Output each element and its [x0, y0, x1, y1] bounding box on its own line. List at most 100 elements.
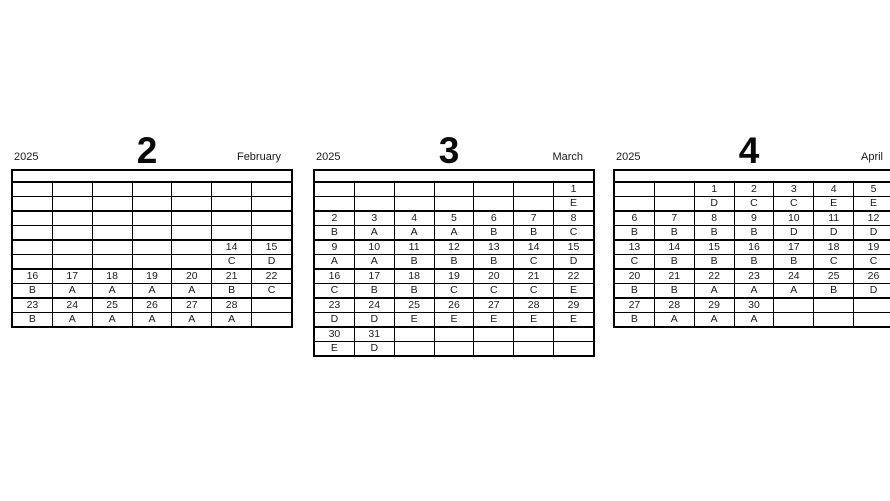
shift-code-cell [211, 196, 253, 212]
date-cell: 6 [473, 210, 515, 226]
shift-code-cell: E [313, 341, 355, 357]
date-cell: 6 [613, 210, 655, 226]
date-cell: 20 [613, 268, 655, 284]
date-cell: 19 [131, 268, 173, 284]
date-cell: 19 [433, 268, 475, 284]
date-row: 1 [313, 181, 595, 197]
date-cell: 12 [433, 239, 475, 255]
redacted-cell [51, 210, 93, 226]
shift-code-cell [433, 196, 475, 212]
redacted-cell [11, 225, 53, 241]
date-cell: 29 [553, 297, 595, 313]
shift-code-cell: C [513, 254, 555, 270]
date-cell: 1 [693, 181, 735, 197]
date-cell [131, 181, 173, 197]
date-cell: 24 [773, 268, 815, 284]
day-header-cell: 金 [211, 169, 253, 183]
date-cell [211, 181, 253, 197]
date-row [11, 181, 293, 197]
date-cell: 29 [693, 297, 735, 313]
shift-code-cell: B [513, 225, 555, 241]
shift-code-cell: D [813, 225, 855, 241]
date-cell [393, 326, 435, 342]
redacted-cell [131, 225, 173, 241]
shift-code-cell: C [433, 283, 475, 299]
date-cell [353, 181, 395, 197]
shift-code-cell: A [653, 312, 695, 328]
shift-code-cell: C [813, 254, 855, 270]
date-cell [393, 181, 435, 197]
date-cell: 16 [11, 268, 53, 284]
day-header-cell: 火 [91, 169, 133, 183]
shift-code-cell [773, 312, 815, 328]
date-row: 23 24 25 26 27 28 29 [313, 297, 595, 313]
date-row: 20 21 22 23 24 25 26 [613, 268, 890, 284]
date-cell: 23 [313, 297, 355, 313]
date-cell: 25 [393, 297, 435, 313]
shift-code-cell: A [171, 312, 213, 328]
shift-code-cell: B [473, 225, 515, 241]
shift-code-cell [553, 341, 595, 357]
date-cell: 27 [473, 297, 515, 313]
shift-code-cell: D [251, 254, 293, 270]
date-cell: 30 [313, 326, 355, 342]
shift-code-cell [813, 312, 855, 328]
date-cell: 1 [553, 181, 595, 197]
redacted-cell [131, 254, 173, 270]
date-cell [853, 297, 890, 313]
redacted-cell [11, 239, 53, 255]
date-cell: 5 [853, 181, 890, 197]
date-cell: 20 [171, 268, 213, 284]
date-cell: 26 [131, 297, 173, 313]
date-cell: 13 [473, 239, 515, 255]
month-title: 2025 4 April [613, 118, 885, 171]
date-row: 16 17 18 19 20 21 22 [313, 268, 595, 284]
date-cell: 22 [693, 268, 735, 284]
shift-code-cell [393, 341, 435, 357]
date-cell: 14 [513, 239, 555, 255]
shift-code-row [11, 225, 293, 241]
day-header-cell: 土 [251, 169, 293, 183]
shift-code-cell: B [613, 283, 655, 299]
date-cell: 14 [211, 239, 253, 255]
date-cell: 18 [813, 239, 855, 255]
shift-code-cell: C [313, 283, 355, 299]
shift-code-cell: C [553, 225, 595, 241]
shift-code-cell: D [553, 254, 595, 270]
date-cell: 16 [733, 239, 775, 255]
date-cell: 9 [733, 210, 775, 226]
shift-code-cell: B [11, 312, 53, 328]
shift-code-cell: A [131, 312, 173, 328]
date-cell: 7 [513, 210, 555, 226]
day-header-row: 日月火水木金土 [11, 169, 293, 183]
redacted-cell [211, 225, 253, 241]
month-number: 4 [738, 130, 760, 171]
shift-code-cell: B [653, 254, 695, 270]
redacted-cell [211, 210, 253, 226]
shift-code-cell: A [171, 283, 213, 299]
shift-code-cell: A [211, 312, 253, 328]
date-cell: 24 [353, 297, 395, 313]
shift-code-cell: E [393, 312, 435, 328]
redacted-cell [51, 225, 93, 241]
shift-code-cell: D [313, 312, 355, 328]
date-cell: 10 [773, 210, 815, 226]
day-header-cell: 日 [313, 169, 355, 183]
calendar-grid-march: 日月火水木金土 1 E 2 3 4 5 6 7 8 B A A A B B C 9 10 11 12 13 14 15 A A B B… [313, 169, 595, 357]
date-row: 9 10 11 12 13 14 15 [313, 239, 595, 255]
date-cell [773, 297, 815, 313]
date-cell [513, 326, 555, 342]
date-cell: 9 [313, 239, 355, 255]
month-february: 2025 2 February 日月火水木金土 14 15 C D 16 17 18 19 20 21 22… [11, 118, 293, 328]
shift-code-cell: B [613, 225, 655, 241]
shift-code-cell: A [693, 283, 735, 299]
shift-code-cell: A [353, 254, 395, 270]
date-row: 6 7 8 9 10 11 12 [613, 210, 890, 226]
shift-code-cell: A [693, 312, 735, 328]
date-cell: 17 [353, 268, 395, 284]
month-march: 2025 3 March 日月火水木金土 1 E 2 3 4 5 6 7 8 B A A A B B C 9 10 11 12… [313, 118, 595, 357]
